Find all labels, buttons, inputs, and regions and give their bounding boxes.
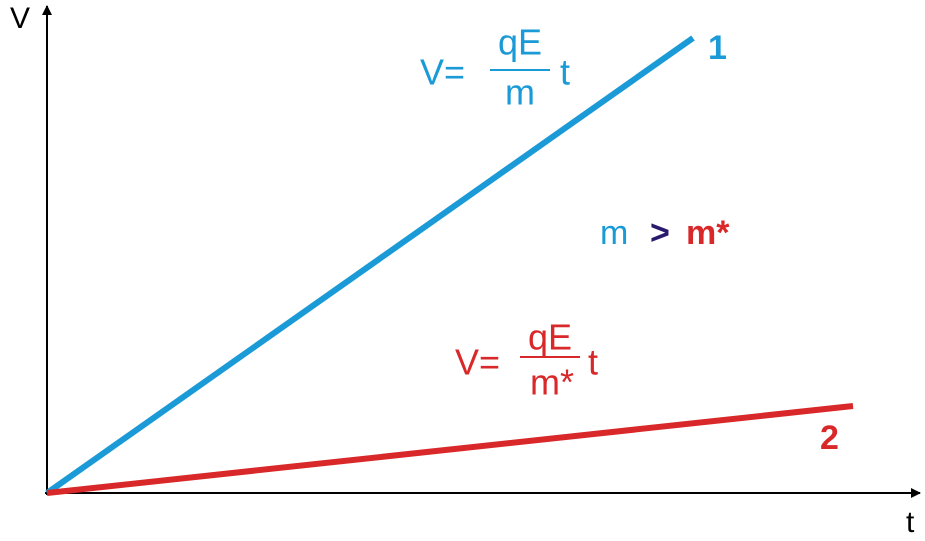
formula-lhs: V= xyxy=(455,342,500,383)
formula-2: V= qE m* t xyxy=(455,317,598,403)
formula-denominator: m xyxy=(505,72,535,113)
formula-lhs: V= xyxy=(420,52,465,93)
comparison: m > m* xyxy=(600,214,730,252)
formula-denominator: m* xyxy=(530,362,574,403)
formula-numerator: qE xyxy=(498,22,542,63)
comparison-left: m xyxy=(600,214,628,252)
formula-variable: t xyxy=(560,52,570,93)
formula-numerator: qE xyxy=(528,317,572,358)
line-1 xyxy=(45,35,695,496)
formula-1: V= qE m t xyxy=(420,22,570,113)
comparison-right: m* xyxy=(686,214,730,252)
line-2 xyxy=(46,403,854,496)
comparison-operator: > xyxy=(650,214,670,252)
line-label: 2 xyxy=(820,419,839,457)
x-axis-label: t xyxy=(906,506,915,539)
line-label: 1 xyxy=(708,29,727,67)
y-axis-label: V xyxy=(10,2,30,35)
formula-variable: t xyxy=(588,342,598,383)
